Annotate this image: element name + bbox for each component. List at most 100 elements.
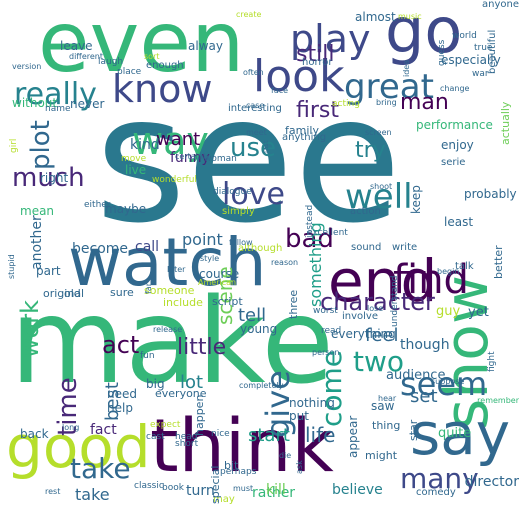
word-happen: happen — [193, 394, 206, 436]
word-worst: worst — [313, 306, 338, 316]
word-alway: alway — [188, 39, 223, 53]
word-version: version — [12, 62, 42, 71]
word-thing: thing — [372, 419, 401, 432]
word-star: star — [407, 419, 420, 441]
word-stupid: stupid — [7, 254, 16, 279]
word-believe: believe — [332, 482, 383, 498]
word-create: create — [236, 10, 262, 19]
word-character: character — [320, 288, 435, 316]
word-watch: watch — [68, 224, 267, 301]
word-look: look — [253, 51, 345, 102]
word-although: although — [238, 243, 283, 254]
word-plot: plot — [26, 120, 56, 170]
word-try: try — [355, 138, 386, 163]
word-love: love — [222, 177, 285, 212]
word-almost: almost — [355, 10, 396, 24]
word-well: well — [345, 177, 413, 217]
word-read: read — [321, 326, 342, 336]
word-right: right — [40, 171, 69, 185]
word-begin: begin — [437, 267, 460, 276]
word-come: come — [315, 349, 348, 427]
word-original: original — [43, 287, 85, 300]
word-live: live — [125, 163, 147, 177]
word-style: style — [200, 254, 220, 263]
word-make: make — [10, 272, 334, 410]
word-may: may — [213, 494, 235, 505]
word-man: man — [400, 90, 449, 115]
word-actually: actually — [499, 101, 512, 145]
word-enjoy: enjoy — [441, 138, 474, 152]
word-shoot: shoot — [370, 182, 393, 191]
word-include: include — [163, 296, 203, 309]
word-mean: mean — [20, 204, 55, 218]
word-woman: woman — [204, 154, 237, 164]
word-guy: guy — [436, 304, 461, 319]
word-yet: yet — [468, 305, 489, 320]
word-long: long — [62, 423, 80, 432]
word-appear: appear — [346, 415, 360, 458]
word-understand: understand — [390, 275, 400, 327]
word-music: music — [398, 12, 422, 21]
word-nice: nice — [211, 429, 230, 439]
word-think: think — [150, 404, 334, 489]
word-someone: someone — [144, 284, 195, 297]
word-simply: simply — [222, 206, 255, 217]
word-rest: rest — [45, 487, 61, 496]
word-call: call — [135, 239, 160, 255]
word-back: back — [20, 427, 49, 441]
word-bad: bad — [285, 224, 334, 254]
word-really: really — [14, 77, 97, 112]
word-another: another — [29, 215, 45, 270]
word-start: start — [248, 425, 290, 446]
word-acting: acting — [332, 99, 360, 109]
word-know: know — [112, 67, 213, 111]
word-even: even — [38, 0, 245, 91]
word-still: still — [296, 42, 335, 67]
word-remember: remember — [477, 396, 519, 405]
word-place: place — [117, 67, 142, 77]
word-certainly: certainly — [175, 152, 210, 161]
word-ask: ask — [295, 460, 304, 474]
word-course: course — [199, 267, 240, 281]
word-much: much — [12, 163, 85, 193]
word-release: release — [153, 325, 183, 334]
word-script: script — [212, 295, 243, 308]
word-enough: enough — [146, 60, 184, 71]
word-good: good — [6, 413, 151, 481]
word-expect: expect — [150, 420, 181, 430]
word-point: point — [182, 230, 223, 249]
word-little: little — [177, 335, 227, 360]
word-kill: kill — [266, 482, 286, 498]
word-bit: bit — [224, 459, 239, 472]
word-hear: hear — [378, 394, 397, 403]
word-sound: sound — [351, 242, 382, 253]
word-young: young — [240, 322, 278, 336]
word-sure: sure — [110, 286, 134, 299]
word-dialogue: dialogue — [213, 187, 252, 197]
word-talk: talk — [455, 261, 474, 272]
word-different: different — [69, 52, 103, 61]
word-three: three — [287, 289, 300, 319]
word-head: head — [175, 432, 198, 442]
word-fact: fact — [90, 422, 117, 438]
word-war: war — [472, 69, 489, 79]
word-reason: reason — [271, 258, 299, 267]
word-say: say — [410, 400, 511, 468]
word-need: need — [107, 387, 137, 401]
word-must: must — [233, 484, 254, 493]
word-lot: lot — [180, 372, 204, 393]
word-without: without — [12, 96, 58, 110]
word-seem: seem — [400, 365, 488, 403]
word-maybe: maybe — [105, 202, 147, 216]
word-either: either — [84, 200, 111, 210]
word-excellent: excellent — [307, 228, 348, 238]
word-face: face — [271, 86, 289, 95]
word-funny: funny — [170, 150, 210, 166]
word-kind: kind — [130, 137, 160, 153]
word-move: move — [121, 154, 147, 164]
word-family: family — [285, 124, 319, 137]
word-american: American — [198, 278, 237, 287]
word-leave: leave — [60, 39, 93, 53]
word-comedy: comedy — [416, 487, 456, 498]
